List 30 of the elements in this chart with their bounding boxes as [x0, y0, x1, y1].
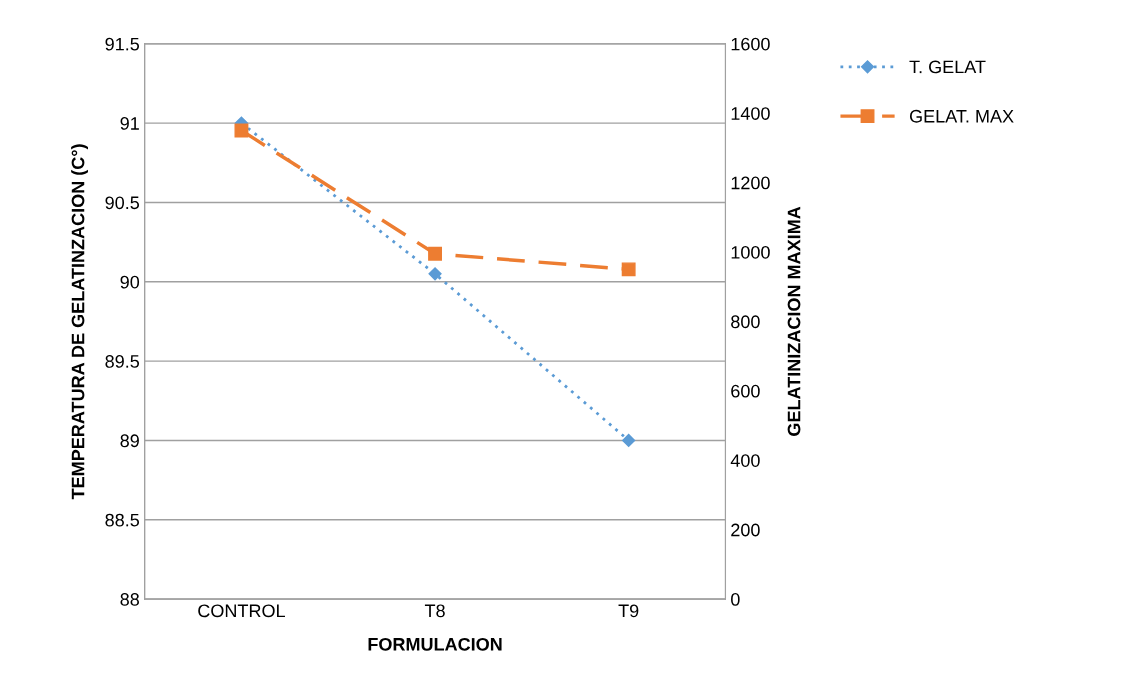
y-tick-label: 91.5 — [105, 37, 140, 51]
point — [621, 262, 636, 277]
point — [428, 267, 442, 281]
x-tick-label: CONTROL — [198, 604, 285, 618]
x-tick-label: T8 — [424, 604, 445, 618]
y2-tick-label: 200 — [731, 523, 760, 537]
y2-axis-title: GELATINIZACION MAXIMA — [787, 206, 801, 436]
legend-label: T. GELAT — [909, 60, 986, 74]
point — [622, 433, 636, 448]
y2-tick-label: 1600 — [731, 37, 770, 51]
point — [428, 246, 442, 261]
y-tick-label: 89.5 — [105, 355, 140, 368]
y-tick-label: 89 — [120, 434, 139, 448]
y2-tick-label: 800 — [731, 315, 760, 329]
y2-tick-label: 0 — [731, 593, 740, 606]
y2-tick-label: 1400 — [731, 107, 770, 120]
legend-label: GELAT. MAX — [909, 109, 1014, 123]
y2-tick-label: 1000 — [731, 245, 770, 259]
y2-tick-label: 600 — [731, 384, 760, 398]
x-tick-label: T9 — [618, 604, 639, 618]
y-tick-label: 88 — [120, 593, 139, 606]
y-tick-label: 88.5 — [105, 513, 140, 527]
y2-tick-label: 400 — [730, 454, 760, 467]
point — [234, 123, 249, 138]
x-axis-title: FORMULACION — [368, 637, 502, 651]
y-tick-label: 90 — [120, 275, 140, 289]
y2-tick-label: 1200 — [731, 176, 770, 190]
y-tick-label: 91 — [120, 117, 139, 130]
y-tick-label: 90.5 — [105, 196, 140, 210]
y-axis-title: TEMPERATURA DE GELATINZACION (C°) — [71, 144, 88, 500]
